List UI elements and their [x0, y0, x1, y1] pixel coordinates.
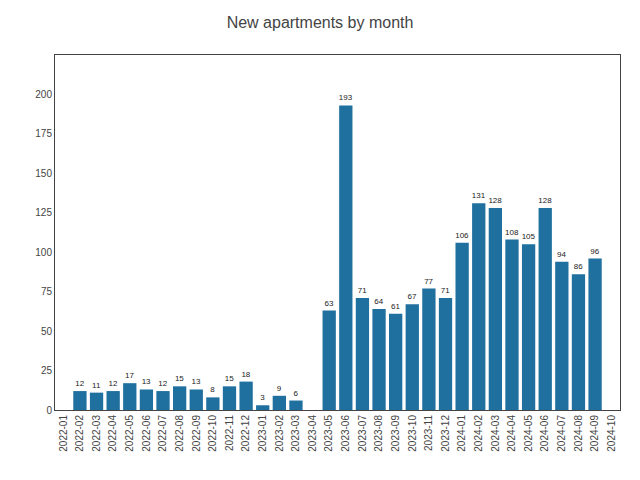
svg-text:2022-09: 2022-09	[191, 415, 202, 452]
svg-text:15: 15	[175, 374, 184, 383]
svg-text:2024-04: 2024-04	[506, 415, 517, 452]
svg-text:64: 64	[374, 297, 383, 306]
svg-text:2022-12: 2022-12	[240, 415, 251, 452]
svg-text:50: 50	[41, 326, 53, 337]
svg-text:2024-01: 2024-01	[456, 415, 467, 452]
svg-text:2022-05: 2022-05	[124, 415, 135, 452]
svg-text:2023-07: 2023-07	[357, 415, 368, 452]
svg-text:175: 175	[35, 128, 52, 139]
svg-text:77: 77	[424, 277, 433, 286]
svg-text:100: 100	[35, 247, 52, 258]
svg-text:71: 71	[358, 286, 367, 295]
svg-text:63: 63	[324, 299, 333, 308]
svg-text:67: 67	[408, 292, 417, 301]
svg-text:2022-07: 2022-07	[157, 415, 168, 452]
svg-text:12: 12	[108, 379, 117, 388]
svg-text:2023-12: 2023-12	[440, 415, 451, 452]
svg-text:2022-11: 2022-11	[224, 415, 235, 451]
svg-text:11: 11	[92, 381, 101, 390]
svg-text:2023-08: 2023-08	[373, 415, 384, 452]
svg-text:12: 12	[158, 379, 167, 388]
svg-text:2024-08: 2024-08	[573, 415, 584, 452]
svg-text:2023-11: 2023-11	[423, 415, 434, 451]
svg-text:75: 75	[41, 286, 53, 297]
svg-text:25: 25	[41, 365, 53, 376]
svg-text:96: 96	[590, 247, 599, 256]
svg-text:9: 9	[277, 384, 282, 393]
svg-text:150: 150	[35, 168, 52, 179]
svg-text:193: 193	[339, 93, 353, 102]
svg-text:108: 108	[505, 228, 519, 237]
svg-text:125: 125	[35, 207, 52, 218]
svg-text:2023-05: 2023-05	[323, 415, 334, 452]
svg-text:2022-10: 2022-10	[207, 415, 218, 452]
svg-text:2022-03: 2022-03	[91, 415, 102, 452]
svg-text:2022-04: 2022-04	[107, 415, 118, 452]
svg-text:2023-02: 2023-02	[274, 415, 285, 452]
svg-text:2024-05: 2024-05	[523, 415, 534, 452]
svg-text:105: 105	[522, 232, 536, 241]
svg-text:18: 18	[241, 370, 250, 379]
svg-text:2024-06: 2024-06	[539, 415, 550, 452]
svg-text:2023-10: 2023-10	[407, 415, 418, 452]
svg-text:94: 94	[557, 250, 566, 259]
svg-text:2024-03: 2024-03	[490, 415, 501, 452]
svg-text:13: 13	[142, 377, 151, 386]
svg-text:15: 15	[225, 374, 234, 383]
svg-text:2024-10: 2024-10	[606, 415, 617, 452]
svg-text:2022-08: 2022-08	[174, 415, 185, 452]
svg-text:13: 13	[192, 377, 201, 386]
svg-text:2022-01: 2022-01	[58, 415, 69, 452]
svg-text:71: 71	[441, 286, 450, 295]
svg-text:2022-06: 2022-06	[141, 415, 152, 452]
svg-text:200: 200	[35, 89, 52, 100]
svg-text:2024-02: 2024-02	[473, 415, 484, 452]
svg-text:2023-06: 2023-06	[340, 415, 351, 452]
svg-text:17: 17	[125, 371, 134, 380]
svg-text:New apartments by month: New apartments by month	[227, 14, 414, 31]
svg-text:2024-07: 2024-07	[556, 415, 567, 452]
svg-text:3: 3	[260, 393, 265, 402]
svg-text:12: 12	[75, 379, 84, 388]
svg-text:131: 131	[472, 191, 486, 200]
svg-text:2024-09: 2024-09	[589, 415, 600, 452]
svg-text:128: 128	[488, 196, 502, 205]
svg-text:0: 0	[46, 405, 52, 416]
svg-text:2023-03: 2023-03	[290, 415, 301, 452]
svg-text:6: 6	[293, 389, 298, 398]
svg-text:106: 106	[455, 231, 469, 240]
svg-text:61: 61	[391, 302, 400, 311]
svg-text:86: 86	[574, 262, 583, 271]
svg-text:8: 8	[210, 385, 215, 394]
svg-text:2023-09: 2023-09	[390, 415, 401, 452]
svg-text:2023-04: 2023-04	[307, 415, 318, 452]
svg-text:2022-02: 2022-02	[74, 415, 85, 452]
svg-text:128: 128	[538, 196, 552, 205]
svg-text:2023-01: 2023-01	[257, 415, 268, 452]
